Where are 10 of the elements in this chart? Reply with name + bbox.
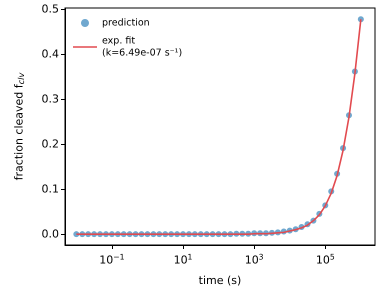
y-tick-label: 0.5 bbox=[42, 2, 59, 16]
y-tick-label: 0.1 bbox=[42, 182, 59, 196]
y-tick-label: 0.2 bbox=[42, 138, 59, 151]
y-tick-label: 0.3 bbox=[42, 92, 59, 106]
y-tick-label: 0.0 bbox=[42, 228, 59, 241]
y-tick-label: 0.4 bbox=[42, 47, 59, 60]
legend-label: prediction bbox=[102, 18, 150, 28]
legend-label: exp. fit (k=6.49e-07 s⁻¹) bbox=[102, 36, 182, 58]
x-axis-title: time (s) bbox=[198, 274, 242, 287]
y-axis-title: fraction cleaved fclv bbox=[12, 72, 26, 180]
